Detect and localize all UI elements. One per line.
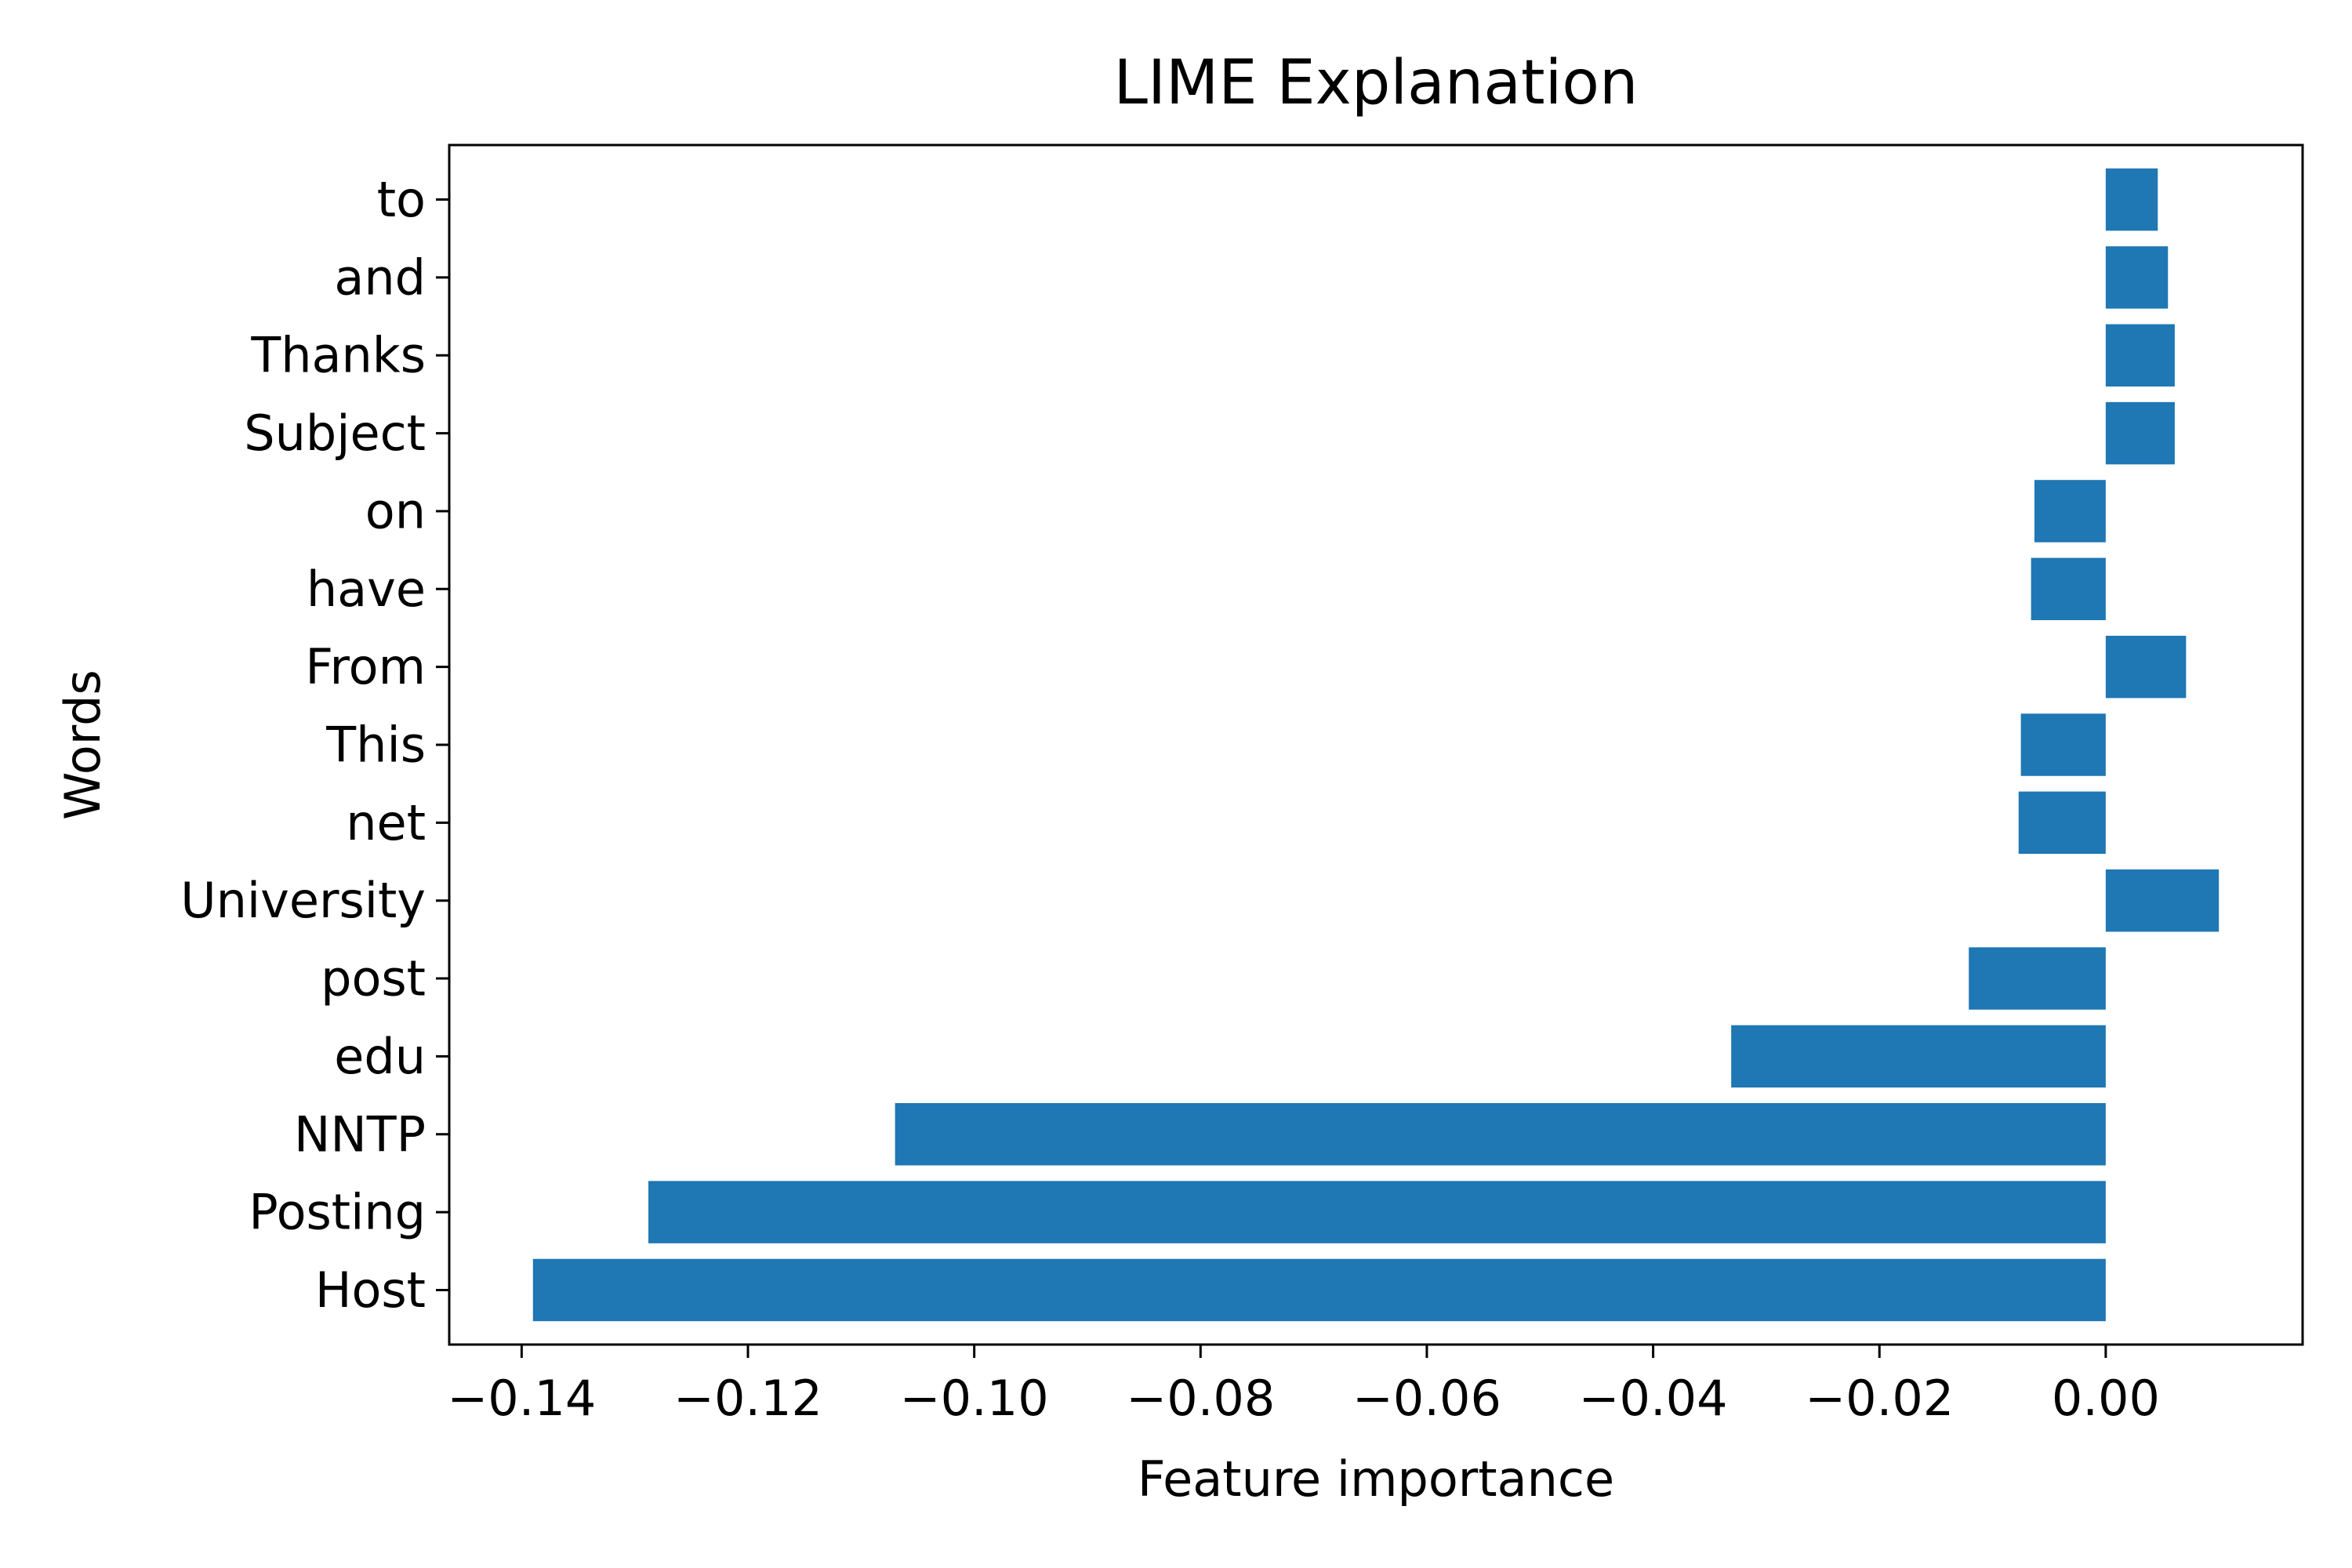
x-tick-label: 0.00 <box>2052 1370 2160 1427</box>
bar-to <box>2105 168 2158 231</box>
bar-university <box>2105 869 2220 932</box>
y-tick-label: This <box>325 717 426 774</box>
bar-nntp <box>895 1103 2106 1166</box>
y-tick-label: and <box>334 249 426 306</box>
bar-host <box>532 1258 2106 1322</box>
y-tick-label: Thanks <box>250 327 426 384</box>
y-tick-label: NNTP <box>294 1105 426 1163</box>
x-tick-label: −0.04 <box>1579 1370 1728 1427</box>
bar-on <box>2034 480 2106 543</box>
bar-subject <box>2105 401 2175 465</box>
x-tick-label: −0.08 <box>1126 1370 1275 1427</box>
y-tick-label: to <box>377 171 426 228</box>
bar-thanks <box>2105 324 2175 387</box>
plot-frame <box>448 143 2304 1346</box>
y-tick-label: net <box>346 794 426 851</box>
chart-title: LIME Explanation <box>1114 48 1639 118</box>
x-tick-label: −0.10 <box>900 1370 1049 1427</box>
y-tick-label: University <box>180 872 426 929</box>
y-tick-label: have <box>307 561 426 618</box>
bar-from <box>2105 635 2187 699</box>
y-tick-label: on <box>365 482 426 539</box>
y-tick-label: post <box>321 950 426 1007</box>
x-tick-label: −0.14 <box>447 1370 596 1427</box>
bar-net <box>2018 791 2106 855</box>
bar-edu <box>1731 1025 2106 1088</box>
bar-posting <box>648 1181 2106 1243</box>
y-tick-label: Subject <box>244 405 426 462</box>
y-axis-label: Words <box>54 670 111 820</box>
y-tick-label: Host <box>315 1261 426 1319</box>
x-axis-label: Feature importance <box>1138 1450 1614 1508</box>
x-tick-label: −0.06 <box>1352 1370 1501 1427</box>
bar-post <box>1969 947 2106 1010</box>
x-tick-label: −0.12 <box>673 1370 822 1427</box>
x-axis-ticks: −0.14 −0.12 −0.10 −0.08 −0.06 −0.04 −0.02 0.00 <box>447 1345 2160 1427</box>
y-tick-label: From <box>305 638 426 695</box>
y-axis-ticks: Host Posting NNTP edu post University net This F… <box>180 171 449 1319</box>
bar-and <box>2105 246 2169 309</box>
bars-group <box>532 168 2220 1322</box>
y-tick-label: Posting <box>249 1184 426 1241</box>
x-tick-label: −0.02 <box>1805 1370 1954 1427</box>
bar-have <box>2031 557 2106 621</box>
bar-this <box>2020 713 2106 776</box>
y-tick-label: edu <box>334 1028 426 1085</box>
